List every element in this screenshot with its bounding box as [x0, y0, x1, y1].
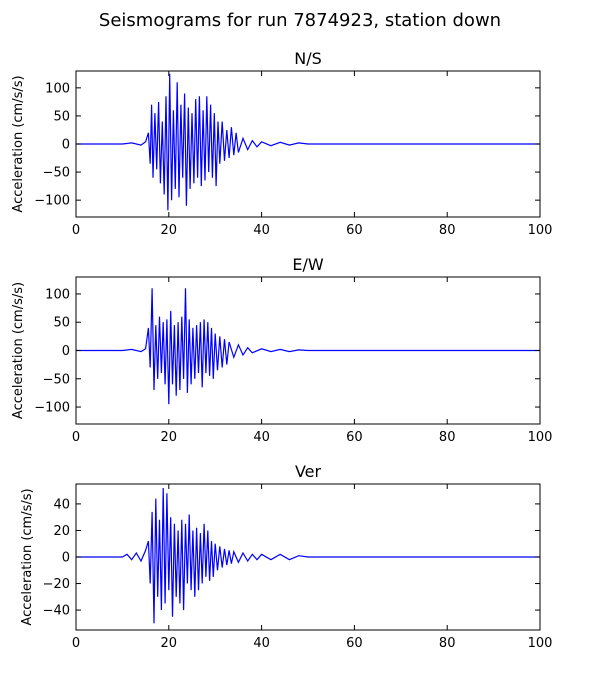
trace-line	[76, 73, 540, 211]
y-tick-label: 50	[53, 109, 70, 124]
y-tick-label: −20	[43, 577, 70, 592]
y-tick-label: 20	[53, 524, 70, 539]
y-tick-label: 0	[62, 551, 70, 566]
y-tick-label: −50	[43, 166, 70, 181]
x-tick-label: 40	[253, 636, 270, 651]
y-axis-label: Acceleration (cm/s/s)	[20, 488, 35, 625]
x-tick-label: 80	[439, 430, 456, 445]
x-tick-label: 80	[439, 636, 456, 651]
trace-line	[76, 288, 540, 405]
x-tick-label: 60	[346, 223, 363, 238]
figure-title: Seismograms for run 7874923, station dow…	[98, 10, 502, 31]
x-tick-label: 0	[72, 223, 80, 238]
x-tick-label: 40	[253, 223, 270, 238]
panel-2: Ver Acceleration (cm/s/s) 0 20 40 60 80 100 −40 −…	[20, 462, 552, 651]
panel-0: N/S Acceleration (cm/s/s) 0 20 40 60 80 100 −100…	[11, 49, 552, 238]
y-tick-label: −50	[43, 372, 70, 387]
panel-title: E/W	[292, 255, 324, 274]
x-tick-label: 0	[72, 636, 80, 651]
x-tick-label: 40	[253, 430, 270, 445]
y-tick-label: −100	[34, 194, 70, 209]
x-tick-label: 100	[528, 430, 553, 445]
x-tick-label: 100	[528, 223, 553, 238]
x-tick-label: 80	[439, 223, 456, 238]
y-tick-label: 0	[62, 138, 70, 153]
y-tick-label: −100	[34, 401, 70, 416]
y-tick-label: 0	[62, 344, 70, 359]
x-tick-label: 60	[346, 636, 363, 651]
y-tick-label: 100	[45, 287, 70, 302]
panel-title: Ver	[295, 462, 322, 481]
trace-line	[76, 487, 540, 624]
y-tick-label: 50	[53, 316, 70, 331]
y-tick-label: −40	[43, 604, 70, 619]
panel-title: N/S	[294, 49, 322, 68]
y-axis-label: Acceleration (cm/s/s)	[11, 75, 26, 212]
y-tick-label: 100	[45, 81, 70, 96]
x-tick-label: 20	[161, 636, 178, 651]
x-tick-label: 60	[346, 430, 363, 445]
x-tick-label: 0	[72, 430, 80, 445]
y-axis-label: Acceleration (cm/s/s)	[11, 282, 26, 419]
x-tick-label: 20	[161, 223, 178, 238]
x-tick-label: 100	[528, 636, 553, 651]
y-tick-label: 40	[53, 497, 70, 512]
panel-1: E/W Acceleration (cm/s/s) 0 20 40 60 80 100 −100…	[11, 255, 552, 445]
x-tick-label: 20	[161, 430, 178, 445]
